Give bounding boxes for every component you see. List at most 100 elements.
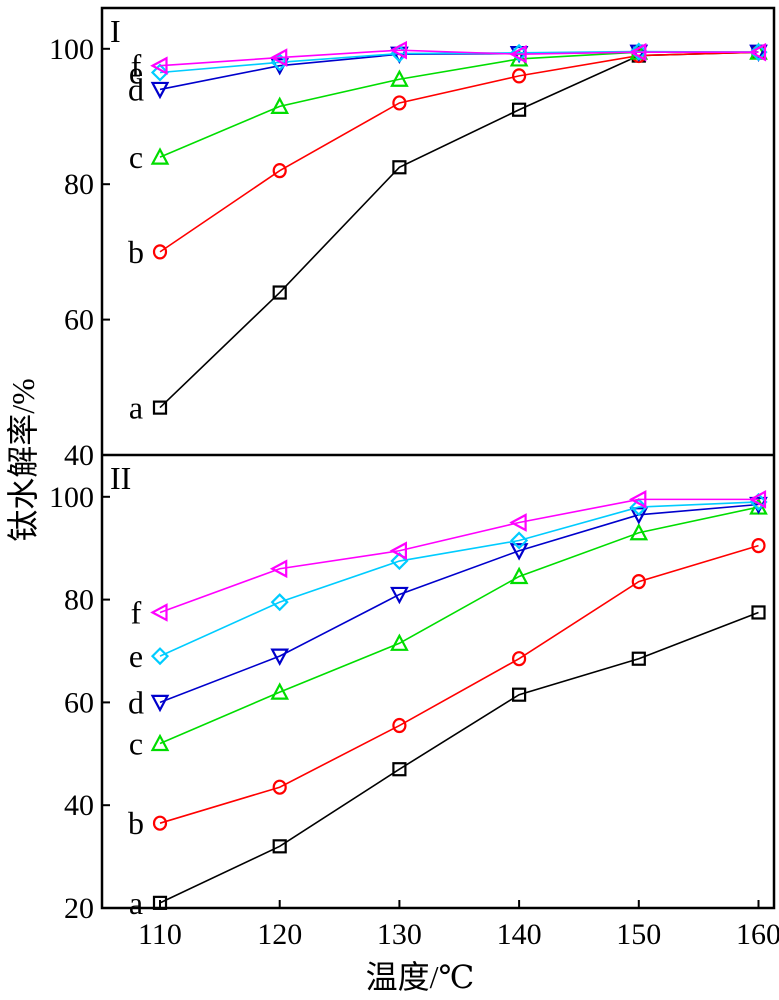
data-point — [390, 586, 409, 605]
y-tick-label: 60 — [64, 304, 94, 337]
data-point — [629, 507, 649, 525]
series-line — [159, 51, 759, 253]
data-point — [272, 285, 287, 300]
data-point — [152, 400, 168, 415]
data-point — [272, 839, 287, 854]
data-point — [150, 694, 170, 713]
series-line — [159, 49, 759, 67]
data-point — [392, 762, 407, 777]
x-tick-label: 150 — [616, 918, 661, 951]
data-point — [270, 593, 289, 612]
x-axis-title: 温度/℃ — [366, 959, 475, 995]
panel-label: II — [110, 460, 131, 496]
data-point — [150, 647, 170, 666]
series-line — [159, 611, 759, 904]
series-label: e — [129, 54, 143, 90]
series-label: a — [129, 390, 143, 426]
data-point — [392, 717, 407, 734]
data-point — [509, 513, 527, 532]
series-line — [159, 506, 759, 745]
series-f: f — [131, 490, 767, 630]
data-point — [150, 147, 170, 165]
data-point — [150, 603, 168, 622]
series-label: b — [128, 805, 144, 841]
series-c: c — [129, 497, 768, 762]
series-label: e — [129, 638, 143, 674]
y-tick-label: 100 — [49, 481, 94, 514]
plot-border — [100, 6, 776, 910]
series-b: b — [128, 538, 766, 841]
data-point — [272, 163, 287, 179]
series-line — [159, 51, 759, 158]
series-label: c — [129, 139, 143, 175]
y-axis-title: 钛水解率/% — [5, 378, 41, 542]
series-line — [159, 51, 759, 409]
series-line — [159, 544, 759, 824]
series-label: d — [128, 71, 144, 107]
x-tick-label: 110 — [138, 918, 182, 951]
series-line — [159, 51, 759, 91]
data-point — [150, 56, 168, 76]
x-tick-label: 130 — [377, 918, 422, 951]
data-point — [392, 95, 407, 111]
data-point — [509, 543, 529, 561]
data-point — [269, 48, 288, 67]
data-point — [392, 160, 407, 175]
series-label: b — [128, 234, 144, 270]
data-point — [510, 531, 529, 550]
data-point — [150, 733, 170, 752]
series-a: a — [129, 45, 766, 426]
data-point — [509, 566, 529, 585]
data-point — [629, 42, 648, 61]
series-line — [159, 501, 759, 657]
data-point — [390, 46, 409, 65]
data-point — [272, 779, 287, 795]
data-point — [152, 815, 168, 831]
data-point — [389, 40, 407, 60]
panel-label: I — [110, 13, 121, 49]
data-point — [628, 42, 647, 62]
data-point — [270, 648, 290, 666]
data-point — [748, 42, 767, 62]
data-point — [510, 43, 529, 62]
axes-frame — [100, 6, 776, 910]
data-point — [152, 895, 168, 910]
x-axis: 110 120 130 140 150 160 — [138, 900, 779, 951]
data-point — [629, 522, 649, 541]
x-tick-label: 160 — [736, 918, 779, 951]
data-point — [629, 498, 648, 517]
y-tick-label: 40 — [64, 439, 94, 472]
data-point — [390, 633, 409, 651]
series-label: d — [128, 684, 144, 720]
series-label: c — [129, 726, 143, 762]
data-point — [270, 682, 290, 700]
series-line — [159, 498, 759, 614]
data-point — [509, 44, 527, 64]
y-tick-label: 100 — [49, 33, 94, 66]
x-tick-label: 140 — [497, 918, 542, 951]
data-point — [511, 68, 527, 84]
data-point — [631, 574, 646, 590]
data-point — [511, 651, 527, 667]
data-point — [751, 538, 766, 554]
data-point — [751, 605, 766, 620]
series-label: f — [131, 594, 142, 630]
data-point — [511, 102, 527, 117]
data-point — [390, 69, 409, 87]
data-point — [511, 687, 527, 702]
data-point — [748, 490, 767, 509]
series-a: a — [129, 605, 766, 921]
data-point — [628, 490, 647, 509]
y-tick-label: 80 — [64, 584, 94, 617]
series-d: d — [128, 496, 768, 720]
y-tick-label: 60 — [64, 686, 94, 719]
series-label: f — [131, 48, 142, 84]
series-label: a — [129, 885, 143, 921]
series-line — [159, 503, 759, 704]
x-tick-label: 120 — [257, 918, 302, 951]
series-c: c — [129, 42, 768, 175]
